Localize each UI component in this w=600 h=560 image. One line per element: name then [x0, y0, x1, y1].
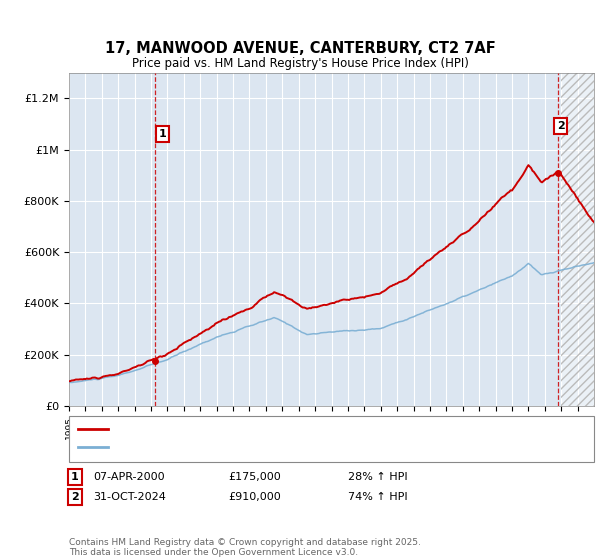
Bar — [561, 73, 594, 406]
Text: HPI: Average price, detached house, Canterbury: HPI: Average price, detached house, Cant… — [114, 442, 366, 452]
Bar — [561, 73, 594, 406]
Text: 2: 2 — [557, 121, 565, 131]
Text: £175,000: £175,000 — [228, 472, 281, 482]
Text: 1: 1 — [71, 472, 79, 482]
Text: 31-OCT-2024: 31-OCT-2024 — [93, 492, 166, 502]
Text: Price paid vs. HM Land Registry's House Price Index (HPI): Price paid vs. HM Land Registry's House … — [131, 57, 469, 70]
Text: 07-APR-2000: 07-APR-2000 — [93, 472, 164, 482]
Text: 17, MANWOOD AVENUE, CANTERBURY, CT2 7AF: 17, MANWOOD AVENUE, CANTERBURY, CT2 7AF — [104, 41, 496, 56]
Text: Contains HM Land Registry data © Crown copyright and database right 2025.
This d: Contains HM Land Registry data © Crown c… — [69, 538, 421, 557]
Text: 28% ↑ HPI: 28% ↑ HPI — [348, 472, 407, 482]
Text: 74% ↑ HPI: 74% ↑ HPI — [348, 492, 407, 502]
Text: 2: 2 — [71, 492, 79, 502]
Text: £910,000: £910,000 — [228, 492, 281, 502]
Text: 17, MANWOOD AVENUE, CANTERBURY, CT2 7AF (detached house): 17, MANWOOD AVENUE, CANTERBURY, CT2 7AF … — [114, 423, 458, 433]
Text: 1: 1 — [159, 129, 166, 139]
